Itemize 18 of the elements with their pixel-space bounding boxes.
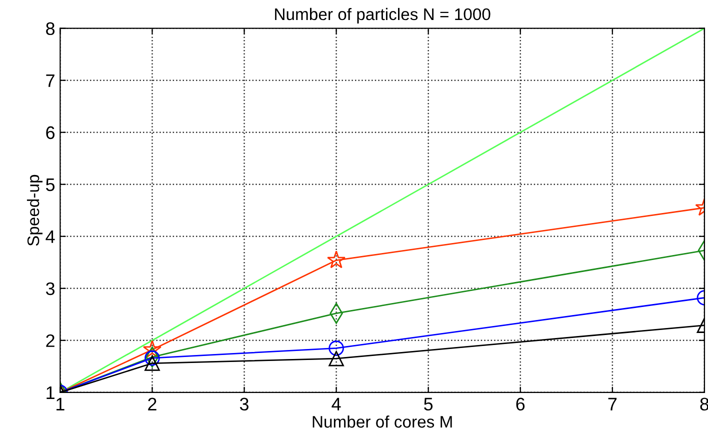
x-tick-label: 5 xyxy=(424,398,433,411)
y-tick-label: 1 xyxy=(46,386,54,399)
x-tick-label: 4 xyxy=(332,398,341,410)
y-axis-title: Speed-up xyxy=(26,174,42,246)
x-tick-label: 1 xyxy=(56,398,64,410)
x-tick-label: 3 xyxy=(240,398,248,411)
x-tick-label: 2 xyxy=(148,398,156,410)
x-tick-label: 7 xyxy=(608,398,617,410)
y-tick-label: 6 xyxy=(46,126,55,140)
y-tick-label: 7 xyxy=(46,74,54,87)
x-tick-label: 6 xyxy=(516,398,525,411)
x-axis-title: Number of cores M xyxy=(312,415,452,428)
y-tick-label: 8 xyxy=(46,22,55,36)
y-tick-label: 4 xyxy=(46,230,55,243)
y-tick-label: 2 xyxy=(46,334,54,347)
chart-title: Number of particles N = 1000 xyxy=(275,8,490,24)
y-tick-label: 3 xyxy=(46,282,55,296)
y-tick-label: 5 xyxy=(46,178,55,192)
